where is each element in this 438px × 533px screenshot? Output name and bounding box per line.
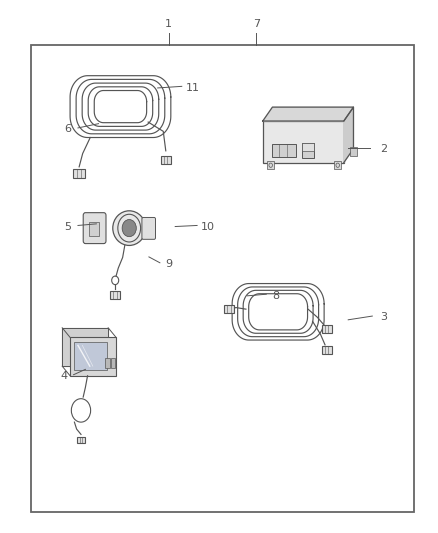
Text: 1: 1: [165, 19, 172, 29]
Bar: [77, 437, 85, 443]
Ellipse shape: [113, 211, 145, 245]
Polygon shape: [263, 107, 353, 121]
Bar: [74, 169, 85, 178]
Text: 3: 3: [380, 312, 387, 322]
Text: 9: 9: [165, 259, 172, 269]
Text: 2: 2: [380, 144, 387, 154]
Bar: [70, 337, 116, 376]
Polygon shape: [344, 107, 353, 163]
Bar: [322, 325, 332, 333]
Bar: [350, 147, 357, 156]
Bar: [31, 45, 414, 512]
Bar: [111, 358, 115, 368]
Text: 8: 8: [272, 291, 279, 301]
Bar: [89, 222, 99, 236]
Bar: [161, 156, 171, 164]
Text: 10: 10: [201, 222, 215, 231]
Bar: [302, 143, 314, 158]
Bar: [302, 143, 314, 151]
FancyBboxPatch shape: [142, 217, 155, 239]
Bar: [334, 161, 341, 169]
Bar: [106, 358, 110, 368]
Circle shape: [122, 220, 136, 237]
Polygon shape: [62, 328, 108, 366]
Text: 6: 6: [64, 124, 71, 134]
Bar: [110, 291, 120, 298]
Text: 11: 11: [186, 83, 200, 93]
Bar: [263, 121, 344, 163]
Text: 5: 5: [64, 222, 71, 231]
Bar: [224, 305, 234, 313]
Bar: [267, 161, 274, 169]
FancyBboxPatch shape: [83, 213, 106, 244]
Bar: [272, 144, 296, 157]
Bar: [74, 342, 107, 370]
Text: 7: 7: [253, 19, 260, 29]
Bar: [322, 346, 332, 354]
Text: 4: 4: [60, 371, 67, 381]
